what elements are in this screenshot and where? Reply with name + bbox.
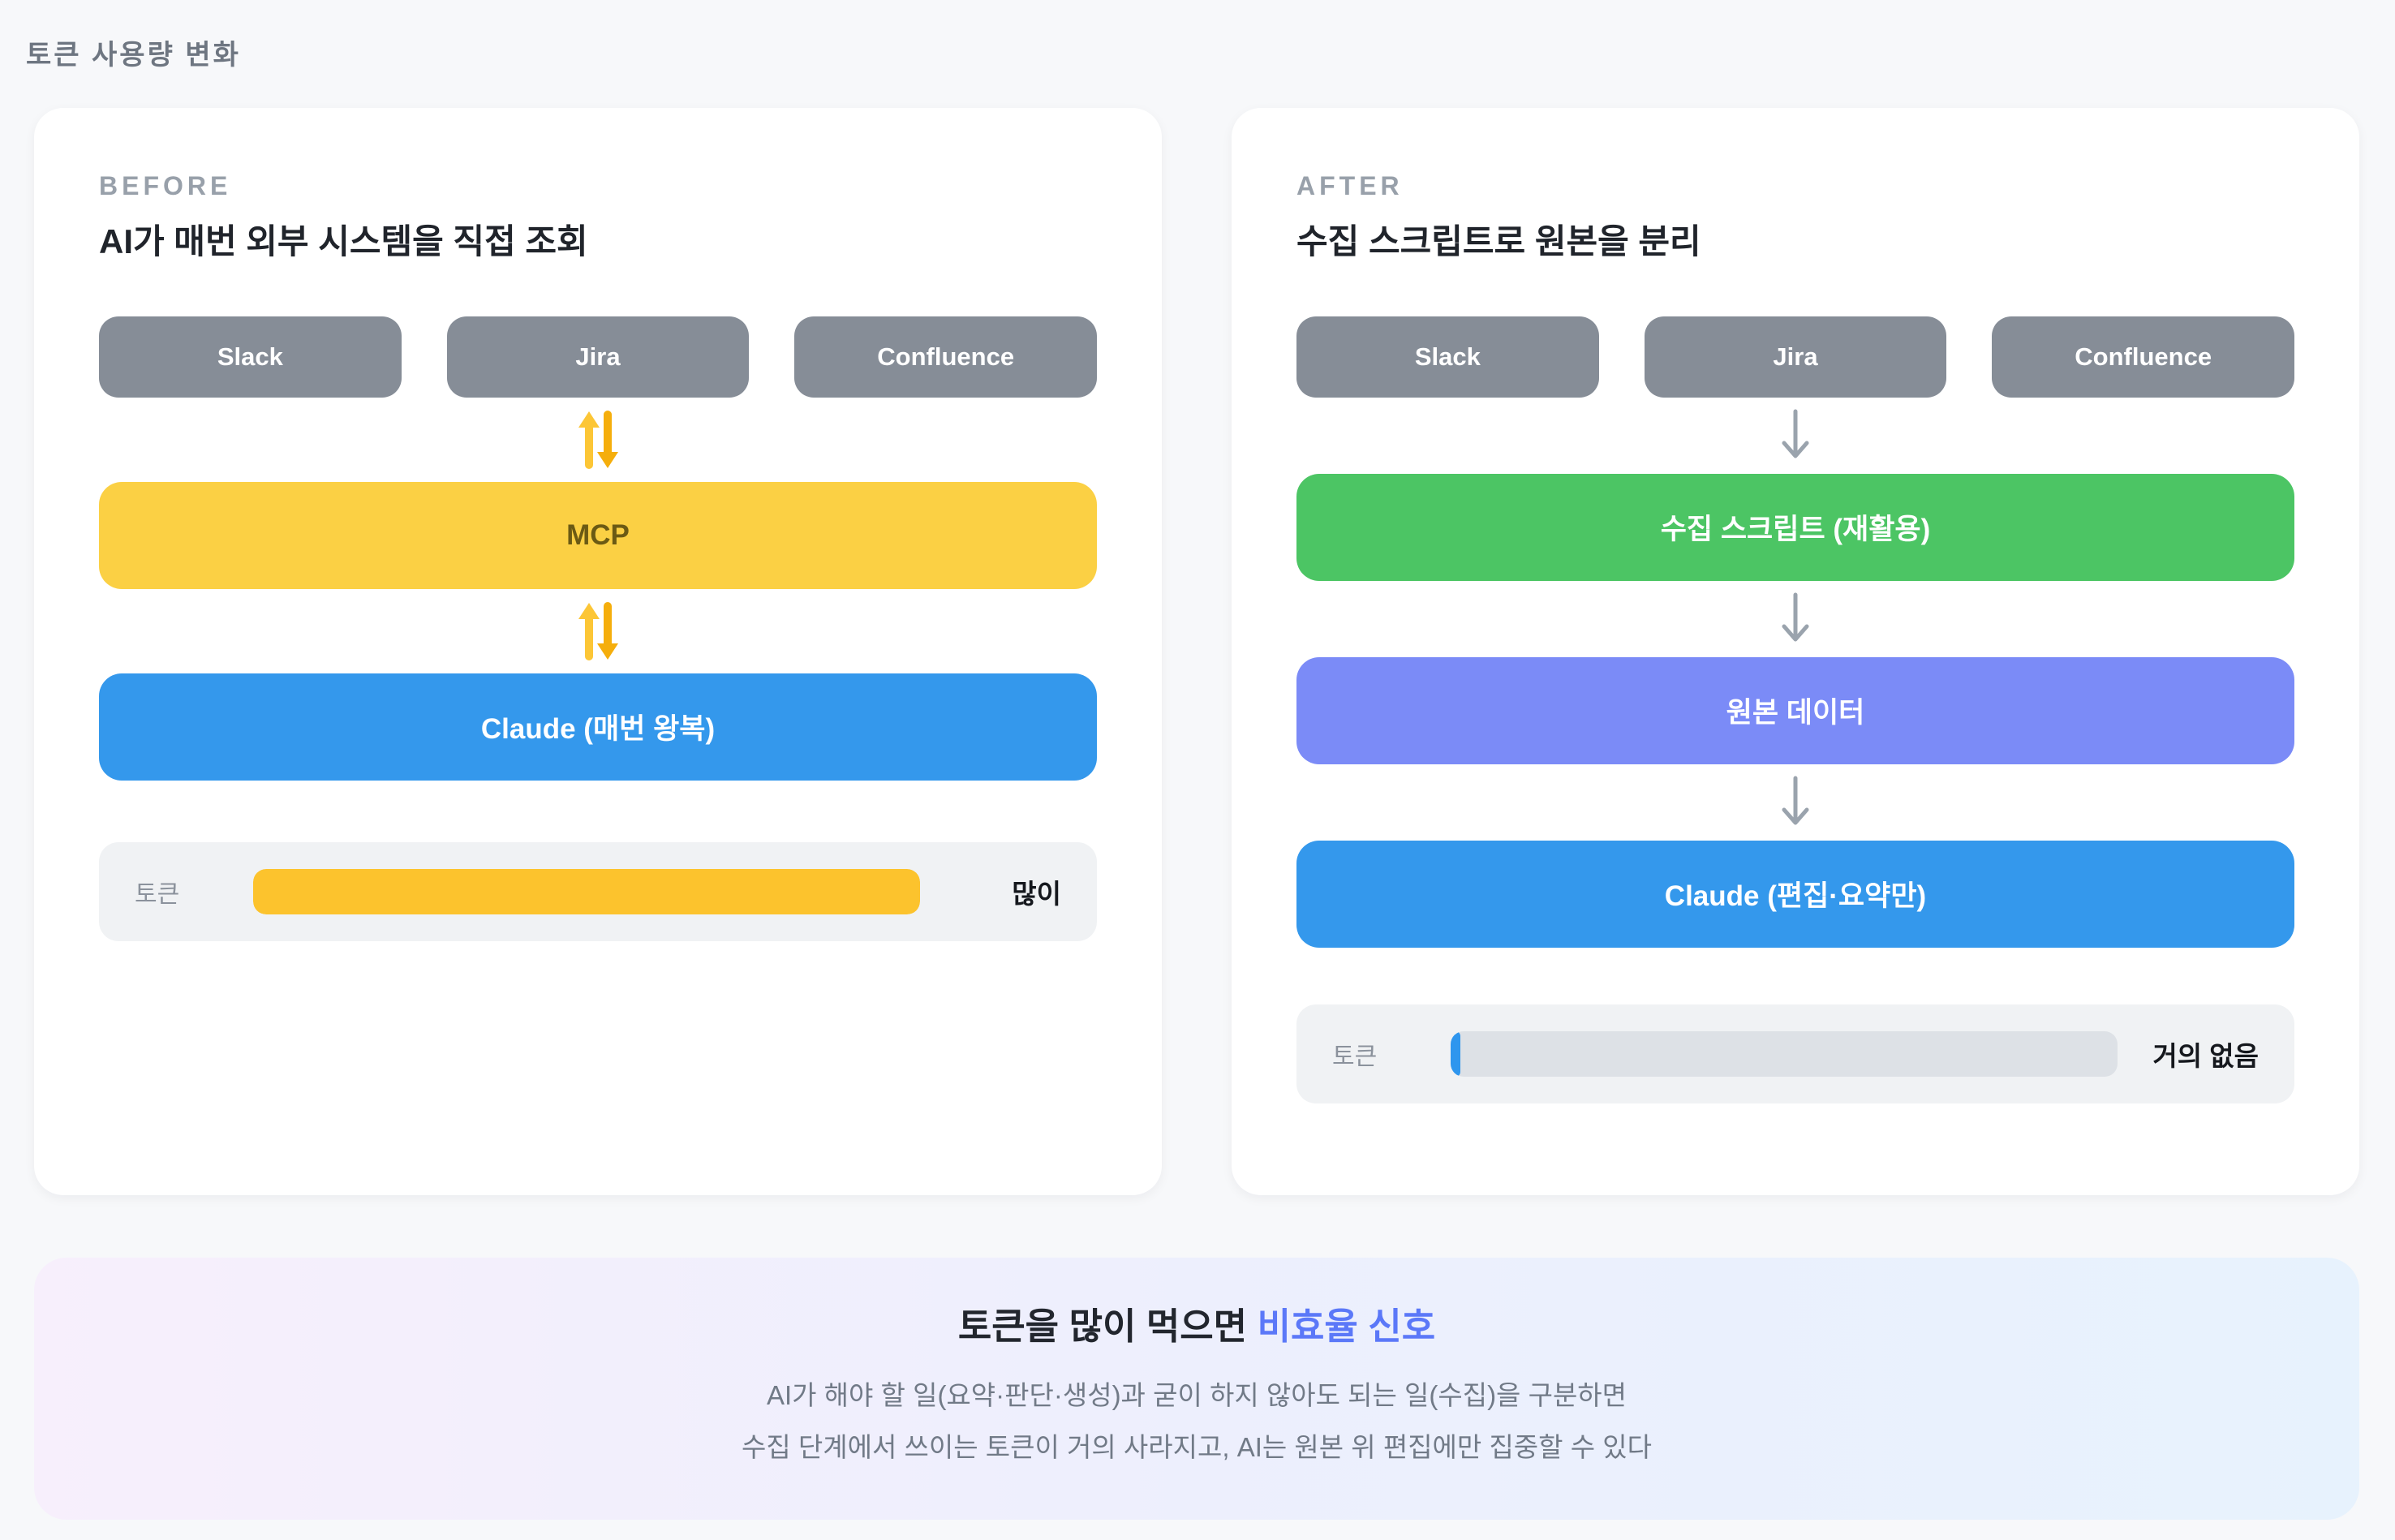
- source-box-confluence: Confluence: [794, 316, 1098, 398]
- token-meter-amount: 거의 없음: [2152, 1040, 2259, 1071]
- token-meter-fill: [253, 868, 920, 914]
- token-meter-label: 토큰: [1332, 1043, 1378, 1070]
- updown-arrow-icon: [99, 589, 1097, 673]
- down-arrow-icon: [1296, 581, 2294, 657]
- token-meter-track: [1451, 1030, 2118, 1077]
- after-source-row: Slack Jira Confluence: [1296, 316, 2295, 398]
- banner-line-1: AI가 해야 할 일(요약·판단·생성)과 굳이 하지 않아도 되는 일(수집)…: [766, 1380, 1627, 1410]
- banner-title-accent: 비효율 신호: [1257, 1306, 1436, 1347]
- banner-body: AI가 해야 할 일(요약·판단·생성)과 굳이 하지 않아도 되는 일(수집)…: [34, 1370, 2359, 1473]
- raw-data-box: 원본 데이터: [1296, 656, 2294, 764]
- source-box-confluence: Confluence: [1992, 316, 2295, 398]
- before-token-meter: 토큰 많이: [99, 841, 1097, 941]
- before-title: AI가 매번 외부 시스템을 직접 조회: [99, 222, 588, 260]
- collection-script-box: 수집 스크립트 (재활용): [1296, 473, 2294, 581]
- banner-line-2: 수집 단계에서 쓰이는 토큰이 거의 사라지고, AI는 원본 위 편집에만 집…: [742, 1432, 1652, 1462]
- comparison-cards: BEFORE AI가 매번 외부 시스템을 직접 조회 Slack Jira C…: [34, 108, 2359, 1195]
- page-title: 토큰 사용량 변화: [26, 40, 241, 71]
- after-card: AFTER 수집 스크립트로 원본을 분리 Slack Jira Conflue…: [1232, 108, 2359, 1195]
- after-token-meter: 토큰 거의 없음: [1296, 1004, 2294, 1103]
- token-meter-fill: [1451, 1030, 1461, 1077]
- source-box-slack: Slack: [99, 316, 402, 398]
- source-box-jira: Jira: [1644, 316, 1947, 398]
- mcp-box: MCP: [99, 481, 1097, 589]
- banner-title-prefix: 토큰을 많이 먹으면: [957, 1306, 1258, 1347]
- down-arrow-icon: [1296, 398, 2294, 474]
- after-title: 수집 스크립트로 원본을 분리: [1296, 222, 1701, 260]
- before-card: BEFORE AI가 매번 외부 시스템을 직접 조회 Slack Jira C…: [34, 108, 1162, 1195]
- source-box-slack: Slack: [1296, 316, 1599, 398]
- banner-title: 토큰을 많이 먹으면 비효율 신호: [34, 1305, 2359, 1349]
- summary-banner: 토큰을 많이 먹으면 비효율 신호 AI가 해야 할 일(요약·판단·생성)과 …: [34, 1258, 2359, 1520]
- claude-before-box: Claude (매번 왕복): [99, 673, 1097, 781]
- claude-after-box: Claude (편집·요약만): [1296, 840, 2294, 948]
- source-box-jira: Jira: [446, 316, 750, 398]
- token-meter-track: [253, 868, 920, 914]
- before-source-row: Slack Jira Confluence: [99, 316, 1098, 398]
- updown-arrow-icon: [99, 398, 1097, 482]
- before-label: BEFORE: [99, 171, 232, 200]
- token-meter-label: 토큰: [135, 880, 180, 908]
- token-meter-amount: 많이: [1012, 878, 1061, 909]
- down-arrow-icon: [1296, 764, 2294, 841]
- after-label: AFTER: [1296, 171, 1404, 200]
